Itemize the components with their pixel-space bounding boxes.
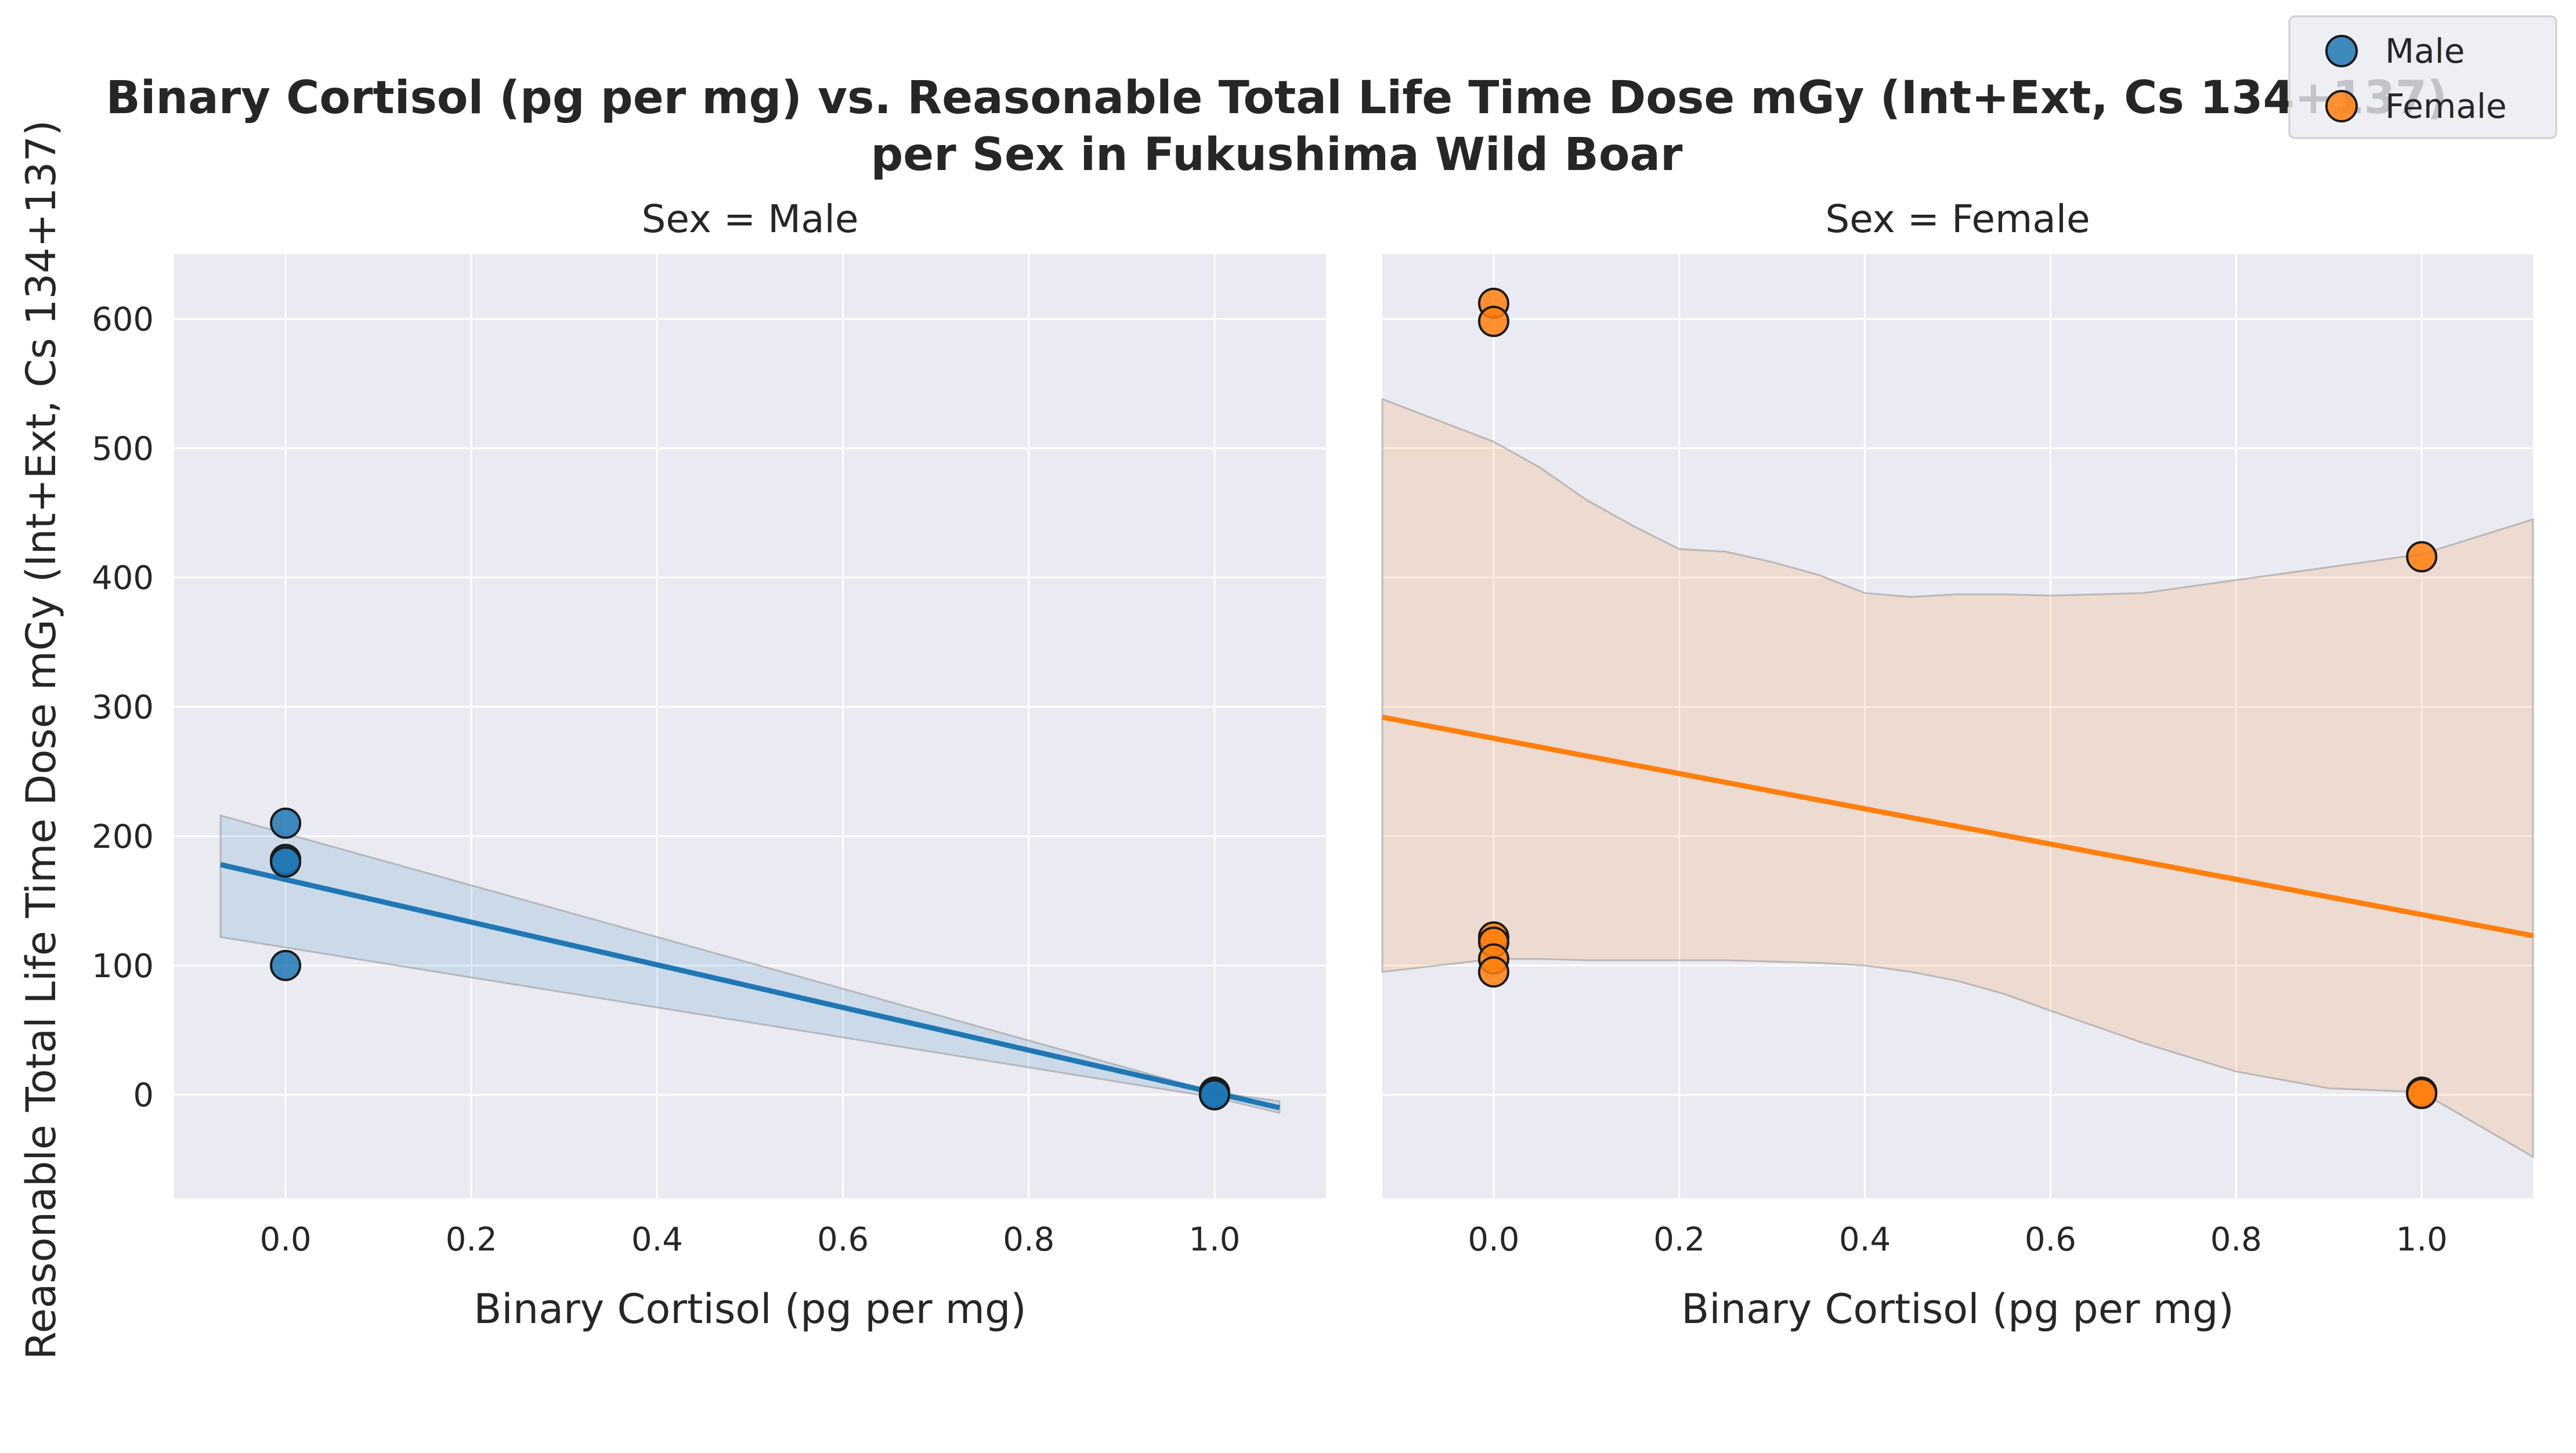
y-tick-label: 600: [92, 301, 154, 338]
facet-title: Sex = Female: [1825, 197, 2090, 241]
legend: Male Female: [2288, 15, 2557, 139]
x-tick-label: 0.6: [2025, 1221, 2076, 1259]
y-tick-label: 400: [92, 559, 154, 597]
data-point: [1477, 956, 1509, 988]
legend-marker: [2325, 35, 2358, 67]
chart-title-line1: Binary Cortisol (pg per mg) vs. Reasonab…: [106, 72, 2447, 124]
x-tick-label: 0.4: [1839, 1221, 1891, 1259]
y-tick-label: 300: [92, 689, 154, 726]
facet-2: 0.0 0.2 0.4 0.6 0.8 1.0 Sex = Female Binary Cor…: [1381, 197, 2534, 1333]
legend-label: Male: [2385, 31, 2465, 71]
y-axis-label: Reasonable Total Life Time Dose mGy (Int…: [17, 120, 65, 1360]
facet-1: 0.0 0.2 0.4 0.6 0.8 1.0 0 100 200 300 400 500 600 Sex…: [92, 197, 1326, 1333]
x-tick-label: 0.4: [631, 1221, 683, 1259]
chart-title-line2: per Sex in Fukushima Wild Boar: [870, 129, 1683, 181]
x-tick-label: 0.0: [260, 1221, 312, 1259]
x-axis-label: Binary Cortisol (pg per mg): [1681, 1285, 2234, 1333]
regression-line: [1382, 714, 2534, 938]
data-point: [2406, 1078, 2438, 1109]
x-tick-label: 0.2: [446, 1221, 497, 1259]
data-point: [270, 807, 302, 839]
plot-background: [1382, 254, 2533, 1198]
y-tick-label: 500: [92, 430, 154, 468]
x-tick-label: 0.0: [1468, 1221, 1519, 1259]
regression-line: [220, 862, 1280, 1111]
y-tick-label: 200: [92, 818, 154, 856]
legend-marker: [2325, 90, 2358, 122]
confidence-band: [1381, 397, 2534, 1159]
data-point: [1198, 1079, 1230, 1111]
y-tick-label: 100: [92, 948, 154, 985]
x-tick-label: 0.8: [2210, 1221, 2262, 1259]
x-tick-label: 0.6: [817, 1221, 869, 1259]
x-tick-label: 1.0: [1188, 1221, 1240, 1259]
data-point: [1477, 305, 1509, 337]
x-tick-label: 1.0: [2396, 1221, 2448, 1259]
plot-background: [174, 254, 1326, 1198]
x-tick-label: 0.2: [1653, 1221, 1705, 1259]
y-tick-label: 0: [133, 1077, 154, 1115]
facet-title: Sex = Male: [642, 197, 859, 241]
data-point: [2406, 541, 2438, 573]
legend-label: Female: [2385, 86, 2507, 126]
x-tick-label: 0.8: [1003, 1221, 1054, 1259]
x-axis-label: Binary Cortisol (pg per mg): [474, 1285, 1026, 1333]
data-point: [270, 846, 302, 878]
data-point: [270, 949, 302, 981]
